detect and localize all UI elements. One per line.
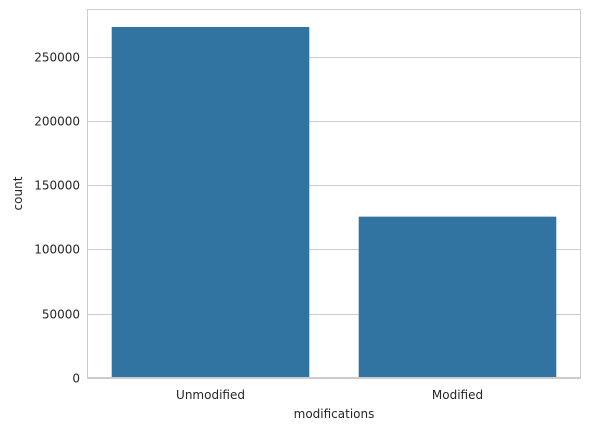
- x-tick-label: Modified: [432, 388, 483, 402]
- y-tick-label: 50000: [42, 308, 80, 322]
- bars: [111, 27, 557, 378]
- y-tick-label: 250000: [34, 51, 80, 65]
- x-tick-labels: Unmodified Modified: [176, 388, 483, 402]
- y-tick-label: 0: [72, 372, 80, 386]
- plot-frame: [87, 9, 581, 378]
- y-tick-label: 200000: [34, 115, 80, 129]
- y-tick-label: 150000: [34, 179, 80, 193]
- bar-unmodified: [111, 27, 310, 378]
- y-tick-labels: 0 50000 100000 150000 200000 250000: [34, 51, 80, 386]
- x-tick-label: Unmodified: [176, 388, 245, 402]
- x-axis-title: modifications: [294, 407, 375, 421]
- bar-modified: [358, 216, 557, 378]
- y-tick-label: 100000: [34, 243, 80, 257]
- y-axis-title: count: [11, 176, 25, 210]
